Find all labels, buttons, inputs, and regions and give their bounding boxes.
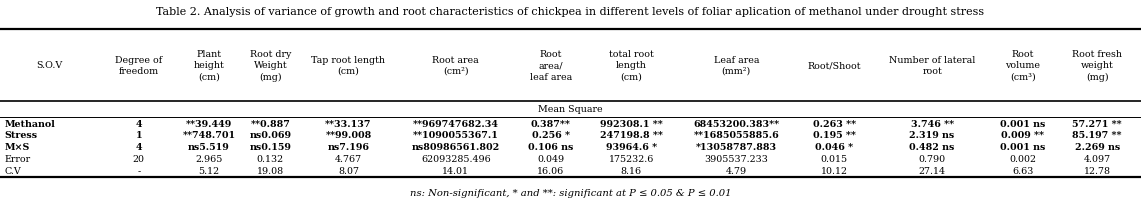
Text: 4.79: 4.79 [726,166,747,175]
Text: 0.263 **: 0.263 ** [812,119,856,128]
Text: **0.887: **0.887 [250,119,290,128]
Text: M×S: M×S [5,143,30,152]
Text: 12.78: 12.78 [1084,166,1110,175]
Text: 2.319 ns: 2.319 ns [909,131,955,140]
Text: 10.12: 10.12 [820,166,848,175]
Text: 0.049: 0.049 [537,155,565,163]
Text: 0.256 *: 0.256 * [532,131,569,140]
Text: 4: 4 [136,143,143,152]
Text: Leaf area
(mm²): Leaf area (mm²) [713,56,759,76]
Text: Root/Shoot: Root/Shoot [808,61,861,70]
Text: S.O.V: S.O.V [37,61,63,70]
Text: *13058787.883: *13058787.883 [696,143,777,152]
Text: 0.132: 0.132 [257,155,284,163]
Text: 2.965: 2.965 [195,155,222,163]
Text: C.V: C.V [5,166,22,175]
Text: 0.015: 0.015 [820,155,848,163]
Text: Degree of
freedom: Degree of freedom [115,56,162,76]
Text: Mean Square: Mean Square [539,105,602,114]
Text: 68453200.383**: 68453200.383** [694,119,779,128]
Text: 85.197 **: 85.197 ** [1073,131,1122,140]
Text: Error: Error [5,155,31,163]
Text: ns0.159: ns0.159 [250,143,291,152]
Text: 0.046 *: 0.046 * [815,143,853,152]
Text: 1: 1 [136,131,143,140]
Text: Table 2. Analysis of variance of growth and root characteristics of chickpea in : Table 2. Analysis of variance of growth … [156,7,985,17]
Text: 4.097: 4.097 [1084,155,1110,163]
Text: 5.12: 5.12 [199,166,219,175]
Text: total root
length
(cm): total root length (cm) [609,50,654,81]
Text: **39.449: **39.449 [186,119,232,128]
Text: 175232.6: 175232.6 [608,155,654,163]
Text: 3.746 **: 3.746 ** [911,119,954,128]
Text: 62093285.496: 62093285.496 [421,155,491,163]
Text: ns: Non-significant, * and **: significant at P ≤ 0.05 & P ≤ 0.01: ns: Non-significant, * and **: significa… [410,188,731,197]
Text: -: - [137,166,140,175]
Text: 0.009 **: 0.009 ** [1001,131,1044,140]
Text: Tap root length
(cm): Tap root length (cm) [311,56,386,76]
Text: 0.790: 0.790 [919,155,946,163]
Text: 6.63: 6.63 [1012,166,1034,175]
Text: 4: 4 [136,119,143,128]
Text: **969747682.34: **969747682.34 [413,119,499,128]
Text: Root dry
Weight
(mg): Root dry Weight (mg) [250,50,291,81]
Text: 19.08: 19.08 [257,166,284,175]
Text: 0.001 ns: 0.001 ns [1000,143,1045,152]
Text: Root
volume
(cm³): Root volume (cm³) [1005,50,1041,81]
Text: 8.16: 8.16 [621,166,641,175]
Text: **1685055885.6: **1685055885.6 [694,131,779,140]
Text: ns80986561.802: ns80986561.802 [412,143,500,152]
Text: 93964.6 *: 93964.6 * [606,143,657,152]
Text: Stress: Stress [5,131,38,140]
Text: 8.07: 8.07 [338,166,359,175]
Text: 27.14: 27.14 [919,166,946,175]
Text: 57.271 **: 57.271 ** [1073,119,1122,128]
Text: ns7.196: ns7.196 [327,143,370,152]
Text: 247198.8 **: 247198.8 ** [600,131,663,140]
Text: 16.06: 16.06 [537,166,565,175]
Text: Plant
height
(cm): Plant height (cm) [194,50,225,81]
Text: **99.008: **99.008 [325,131,372,140]
Text: 14.01: 14.01 [443,166,469,175]
Text: 2.269 ns: 2.269 ns [1075,143,1119,152]
Text: Methanol: Methanol [5,119,56,128]
Text: Root fresh
weight
(mg): Root fresh weight (mg) [1073,50,1122,81]
Text: 0.002: 0.002 [1009,155,1036,163]
Text: **1090055367.1: **1090055367.1 [413,131,499,140]
Text: 0.195 **: 0.195 ** [812,131,856,140]
Text: 4.767: 4.767 [334,155,362,163]
Text: ns5.519: ns5.519 [188,143,229,152]
Text: **748.701: **748.701 [183,131,235,140]
Text: 3905537.233: 3905537.233 [704,155,768,163]
Text: 20: 20 [132,155,145,163]
Text: Root
area/
leaf area: Root area/ leaf area [529,50,572,81]
Text: **33.137: **33.137 [325,119,372,128]
Text: Number of lateral
root: Number of lateral root [889,56,976,76]
Text: Root area
(cm²): Root area (cm²) [432,56,479,76]
Text: 0.387**: 0.387** [531,119,570,128]
Text: ns0.069: ns0.069 [249,131,291,140]
Text: 992308.1 **: 992308.1 ** [600,119,663,128]
Text: 0.001 ns: 0.001 ns [1000,119,1045,128]
Text: 0.106 ns: 0.106 ns [528,143,574,152]
Text: 0.482 ns: 0.482 ns [909,143,955,152]
